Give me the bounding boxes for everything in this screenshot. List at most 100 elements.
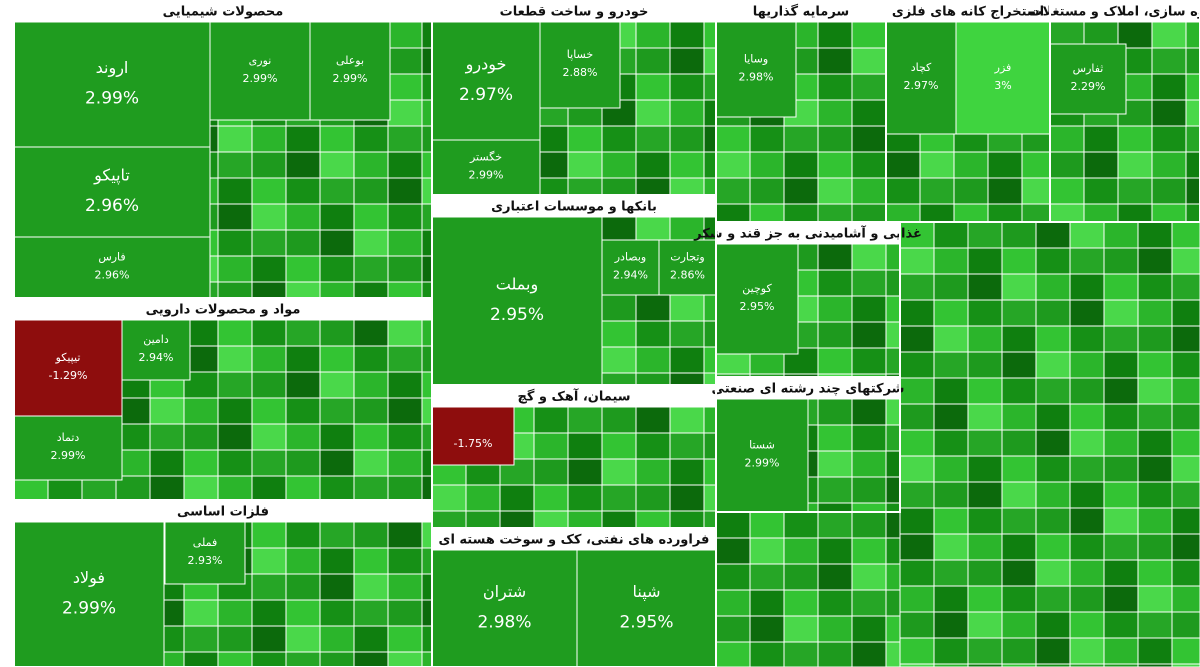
filler-tile — [933, 403, 969, 431]
filler-tile — [421, 599, 433, 627]
filler-tile — [967, 351, 1003, 379]
filler-tile — [967, 559, 1003, 587]
filler-tile — [715, 589, 751, 617]
filler-tile — [1035, 403, 1071, 431]
filler-tile — [285, 423, 321, 451]
filler-tile — [715, 641, 751, 667]
filler-tile — [817, 73, 853, 101]
filler-tile — [353, 521, 389, 549]
filler-tile — [421, 229, 433, 257]
filler-tile — [1035, 429, 1071, 457]
filler-tile — [703, 125, 717, 153]
filler-tile — [319, 449, 355, 477]
filler-tile — [1151, 21, 1187, 49]
filler-tile — [851, 151, 887, 179]
filler-tile — [387, 599, 423, 627]
filler-tile — [899, 299, 935, 327]
filler-tile — [1001, 481, 1037, 509]
filler-tile — [703, 510, 717, 529]
filler-tile — [319, 573, 355, 601]
filler-tile — [1001, 273, 1037, 301]
filler-tile — [783, 151, 819, 179]
filler-tile — [715, 563, 751, 591]
filler-tile — [319, 229, 355, 257]
filler-tile — [285, 125, 321, 153]
filler-tile — [1035, 377, 1071, 405]
filler-tile — [967, 507, 1003, 535]
filler-tile — [703, 320, 717, 348]
filler-tile — [1049, 203, 1085, 223]
filler-tile — [567, 484, 603, 512]
filler-tile — [319, 177, 355, 205]
filler-tile — [933, 481, 969, 509]
filler-tile — [919, 203, 955, 223]
filler-tile — [1035, 611, 1071, 639]
filler-tile — [499, 510, 535, 529]
filler-tile — [817, 151, 853, 179]
filler-tile — [285, 203, 321, 231]
filler-tile — [933, 299, 969, 327]
filler-tile — [967, 273, 1003, 301]
filler-tile — [933, 221, 969, 249]
tile — [431, 139, 541, 196]
filler-tile — [217, 599, 253, 627]
filler-tile — [933, 585, 969, 613]
filler-tile — [217, 319, 253, 347]
filler-tile — [353, 255, 389, 283]
filler-tile — [885, 476, 901, 504]
filler-tile — [899, 221, 935, 249]
filler-tile — [715, 203, 751, 223]
filler-tile — [353, 125, 389, 153]
filler-tile — [1035, 221, 1071, 249]
filler-tile — [251, 625, 287, 653]
filler-tile — [1035, 455, 1071, 483]
filler-tile — [1171, 247, 1200, 275]
filler-tile — [635, 432, 671, 460]
filler-tile — [817, 47, 853, 75]
filler-tile — [1171, 325, 1200, 353]
filler-tile — [319, 125, 355, 153]
filler-tile — [1001, 637, 1037, 665]
tile-name: وسایا — [744, 53, 768, 66]
tile — [885, 21, 957, 135]
filler-tile — [817, 398, 853, 426]
filler-tile — [387, 281, 423, 299]
filler-tile — [669, 21, 705, 49]
tile — [13, 521, 165, 667]
tile-value: 2.93% — [188, 554, 223, 567]
tile — [431, 216, 603, 386]
filler-tile — [1151, 99, 1187, 127]
filler-tile — [567, 177, 603, 196]
group-header-bg — [717, 223, 899, 243]
filler-tile — [319, 651, 355, 667]
tile-value: 2.99% — [85, 89, 139, 109]
filler-tile — [387, 625, 423, 653]
filler-tile — [885, 615, 901, 643]
filler-tile — [919, 177, 955, 205]
filler-tile — [669, 406, 705, 434]
group-header-bg — [1051, 1, 1199, 21]
filler-tile — [421, 345, 433, 373]
filler-tile — [1117, 177, 1153, 205]
filler-tile — [251, 177, 287, 205]
filler-tile — [1171, 637, 1200, 665]
filler-tile — [933, 273, 969, 301]
filler-tile — [421, 177, 433, 205]
filler-tile — [1103, 507, 1139, 535]
filler-tile — [967, 403, 1003, 431]
filler-tile — [217, 397, 253, 425]
filler-tile — [635, 99, 671, 127]
filler-tile — [703, 73, 717, 101]
tile-name: فارس — [98, 251, 125, 264]
filler-tile — [851, 502, 887, 513]
filler-tile — [1137, 455, 1173, 483]
filler-tile — [285, 151, 321, 179]
filler-tile — [851, 73, 887, 101]
filler-tile — [1069, 611, 1105, 639]
filler-tile — [1069, 481, 1105, 509]
filler-tile — [217, 151, 253, 179]
filler-tile — [533, 432, 569, 460]
filler-tile — [1035, 481, 1071, 509]
filler-tile — [783, 511, 819, 539]
filler-tile — [817, 615, 853, 643]
